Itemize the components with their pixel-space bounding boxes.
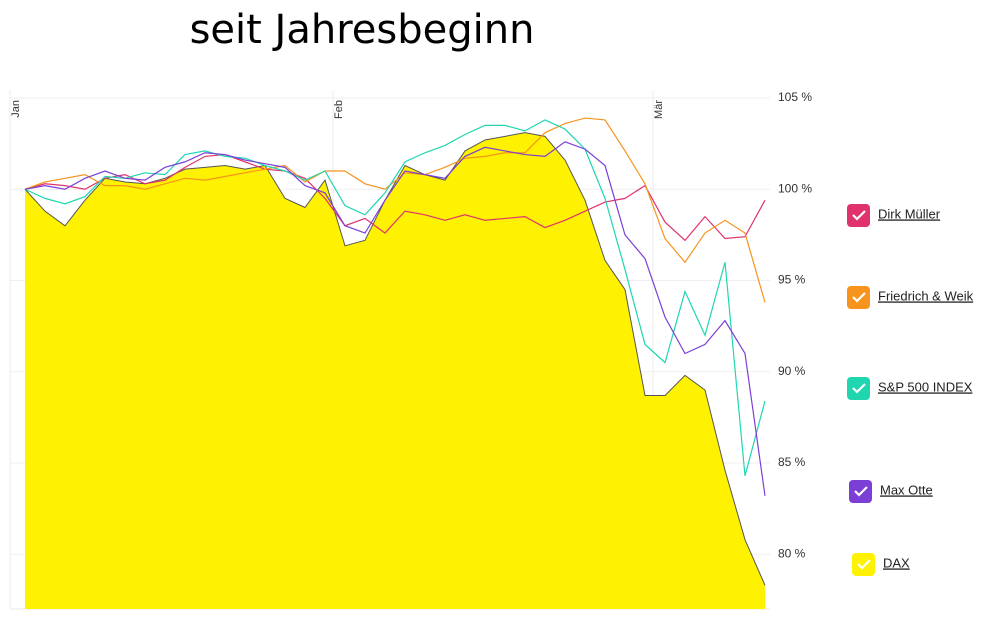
legend-label: Friedrich & Weik xyxy=(878,288,974,303)
y-tick-label: 90 % xyxy=(778,364,806,378)
checkmark xyxy=(852,383,866,394)
chart-title: seit Jahresbeginn xyxy=(190,7,535,53)
y-tick-label: 85 % xyxy=(778,455,806,469)
checkmark xyxy=(852,292,866,303)
y-tick-label: 100 % xyxy=(778,181,812,195)
x-tick-label: Feb xyxy=(333,100,345,119)
line xyxy=(24,119,766,476)
checkmark xyxy=(854,486,868,497)
line xyxy=(24,117,766,303)
legend-item[interactable]: S&P 500 INDEX xyxy=(847,377,973,400)
x-tick-label: Mär xyxy=(653,100,665,119)
legend-checkbox[interactable] xyxy=(849,480,872,503)
legend-item[interactable]: Max Otte xyxy=(849,480,933,503)
legend-label: DAX xyxy=(883,555,910,570)
legend-item[interactable]: DAX xyxy=(852,553,910,576)
legend-item[interactable]: Friedrich & Weik xyxy=(847,286,974,309)
legend-label: S&P 500 INDEX xyxy=(878,379,973,394)
area xyxy=(25,132,765,610)
legend-checkbox[interactable] xyxy=(852,553,875,576)
legend-label: Max Otte xyxy=(880,482,933,497)
legend-label: Dirk Müller xyxy=(878,206,941,221)
checkmark xyxy=(857,559,871,570)
line xyxy=(24,141,766,496)
y-tick-label: 105 % xyxy=(778,90,812,104)
checkmark xyxy=(852,210,866,221)
y-tick-label: 80 % xyxy=(778,546,806,560)
legend-item[interactable]: Dirk Müller xyxy=(847,204,941,227)
legend-checkbox[interactable] xyxy=(847,377,870,400)
y-tick-label: 95 % xyxy=(778,273,806,287)
line xyxy=(24,153,766,242)
legend-checkbox[interactable] xyxy=(847,286,870,309)
x-tick-label: Jan xyxy=(10,100,22,118)
legend-checkbox[interactable] xyxy=(847,204,870,227)
